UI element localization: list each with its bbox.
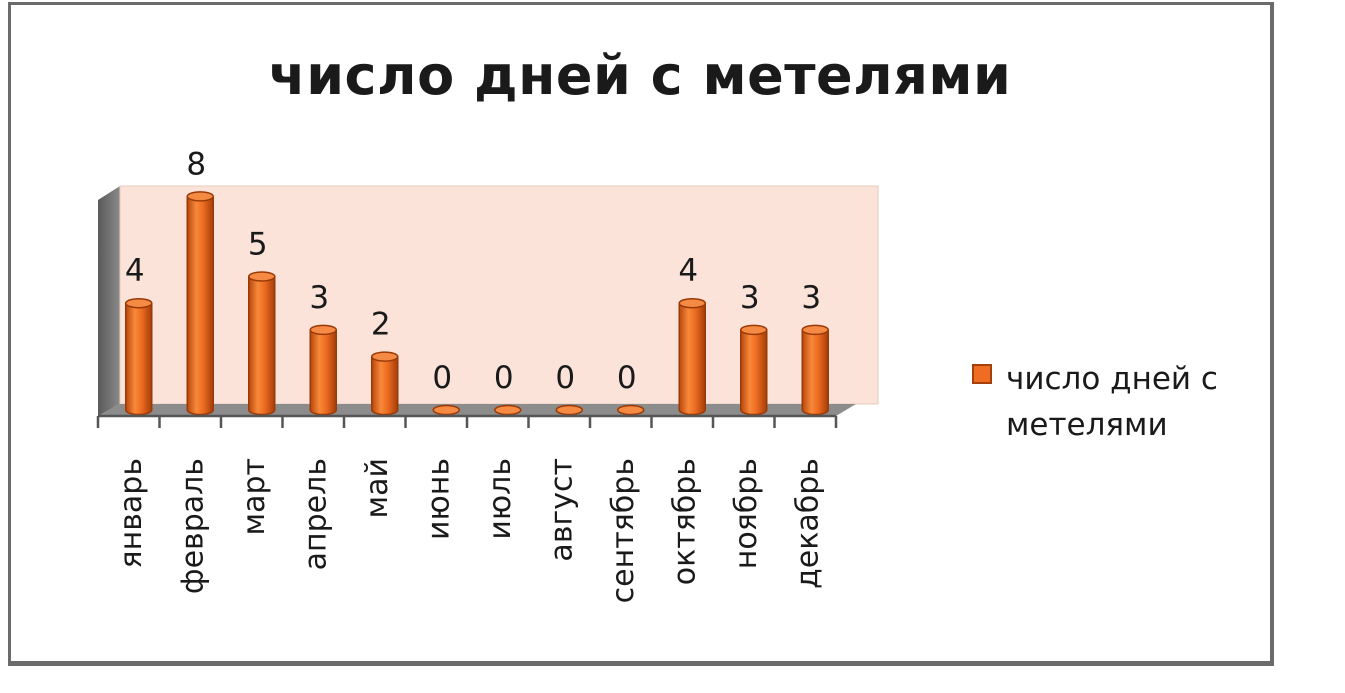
bar-body bbox=[186, 195, 214, 416]
tick-label: октябрь bbox=[667, 458, 702, 585]
bar-cap bbox=[555, 404, 583, 416]
bar-body bbox=[801, 329, 829, 416]
bar-cap bbox=[801, 324, 829, 336]
bar-body bbox=[740, 329, 768, 416]
bar bbox=[678, 297, 706, 416]
tick-label: апрель bbox=[298, 458, 333, 570]
data-label: 4 bbox=[125, 253, 145, 289]
chart-title: число дней с метелями bbox=[268, 44, 1012, 107]
tick-label: июнь bbox=[421, 458, 456, 540]
bar-cap bbox=[248, 271, 276, 282]
bar bbox=[740, 324, 768, 416]
side-wall bbox=[98, 186, 120, 416]
bar bbox=[617, 404, 645, 416]
bar bbox=[494, 404, 522, 416]
bar-body bbox=[309, 329, 337, 416]
legend-series-label: число дней с метелями bbox=[1006, 361, 1218, 443]
data-label: 5 bbox=[248, 227, 268, 263]
bar-cap bbox=[371, 351, 399, 362]
bar-cap bbox=[125, 297, 153, 309]
bar bbox=[801, 324, 829, 416]
bar-body bbox=[678, 302, 706, 416]
tick-label: март bbox=[237, 458, 272, 536]
tick-label: январь bbox=[114, 458, 149, 568]
bar-cap bbox=[617, 404, 645, 416]
bar-body bbox=[371, 355, 399, 416]
tick-label: июль bbox=[483, 458, 518, 540]
bar-cap bbox=[309, 324, 337, 336]
data-label: 8 bbox=[186, 146, 206, 182]
x-axis bbox=[96, 414, 838, 428]
x-tick-labels: январь февраль март апрель май июнь июль август… bbox=[114, 458, 826, 603]
data-label: 0 bbox=[555, 360, 575, 396]
bar-body bbox=[248, 275, 276, 416]
data-label: 0 bbox=[432, 360, 452, 396]
data-labels: 4 8 5 3 2 0 0 0 0 4 3 3 bbox=[125, 146, 821, 396]
floor bbox=[98, 404, 856, 416]
tick-label: ноябрь bbox=[729, 458, 764, 569]
bar-cap bbox=[494, 404, 522, 416]
bar bbox=[371, 351, 399, 416]
legend-swatch bbox=[972, 364, 992, 384]
tick-label: февраль bbox=[175, 458, 210, 594]
data-label: 0 bbox=[617, 360, 637, 396]
data-label: 0 bbox=[494, 360, 514, 396]
data-label: 3 bbox=[740, 280, 760, 316]
data-label: 2 bbox=[371, 307, 391, 343]
bar bbox=[125, 297, 153, 416]
bar-series bbox=[125, 191, 829, 416]
bar bbox=[186, 191, 214, 416]
bar bbox=[248, 271, 276, 416]
tick-label: декабрь bbox=[790, 458, 825, 589]
bar bbox=[555, 404, 583, 416]
data-label: 4 bbox=[678, 253, 698, 289]
tick-label: май bbox=[360, 458, 395, 519]
data-label: 3 bbox=[309, 280, 329, 316]
tick-label: сентябрь bbox=[606, 458, 641, 603]
tick-label: август bbox=[544, 458, 579, 562]
bar bbox=[432, 404, 460, 416]
bar-cap bbox=[432, 404, 460, 416]
bar-cap bbox=[186, 191, 214, 202]
bar-body bbox=[125, 302, 153, 416]
bar bbox=[309, 324, 337, 416]
bar-cap bbox=[678, 297, 706, 309]
data-label: 3 bbox=[801, 280, 821, 316]
bar-cap bbox=[740, 324, 768, 336]
